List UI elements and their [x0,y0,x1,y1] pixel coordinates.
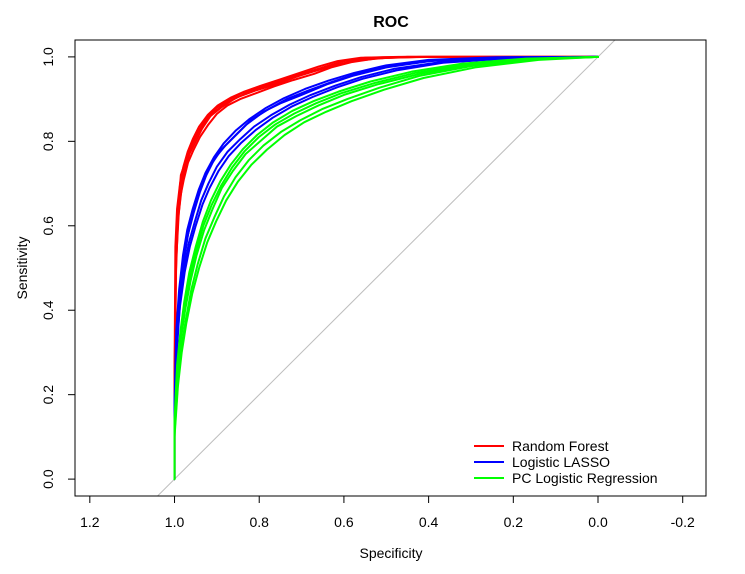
legend-item: Logistic LASSO [474,454,610,470]
y-tick-label: 0.2 [40,385,56,405]
y-tick-label: 0.8 [40,131,56,151]
legend-label: PC Logistic Regression [512,470,658,486]
series-random-forest [173,55,600,481]
roc-curve [173,55,600,481]
chart-title: ROC [373,14,409,31]
roc-curve [173,55,600,481]
x-tick-label: -0.2 [671,514,695,530]
series-logistic-lasso [173,55,600,481]
series-pc-logistic-regression [173,55,600,481]
y-tick-label: 0.4 [40,300,56,320]
legend-item: PC Logistic Regression [474,470,658,486]
legend-label: Logistic LASSO [512,454,610,470]
y-tick-label: 0.0 [40,469,56,489]
x-tick-label: 1.2 [80,514,100,530]
y-tick-label: 1.0 [40,47,56,67]
x-tick-label: 0.4 [419,514,439,530]
x-tick-label: 0.2 [504,514,524,530]
roc-curve [173,55,600,481]
x-tick-label: 0.6 [334,514,354,530]
x-tick-label: 0.8 [249,514,269,530]
roc-curve [173,55,600,481]
x-tick-label: 0.0 [588,514,608,530]
legend-label: Random Forest [512,438,609,454]
roc-curve [173,55,600,481]
roc-curve [173,55,600,481]
x-tick-label: 1.0 [165,514,185,530]
series-group [173,55,600,481]
legend-item: Random Forest [474,438,609,454]
diagonal-line [157,40,616,496]
diagonal-reference [157,40,616,496]
y-tick-label: 0.6 [40,216,56,236]
y-axis-label: Sensitivity [14,236,30,299]
y-axis: 0.0 0.2 0.4 0.6 0.8 1.0 [40,47,76,489]
plot-border [74,39,707,497]
roc-curve [173,55,600,481]
x-axis-label: Specificity [359,545,422,561]
roc-curve [173,55,600,481]
x-axis: 1.2 1.0 0.8 0.6 0.4 0.2 0.0 -0.2 [80,495,695,530]
